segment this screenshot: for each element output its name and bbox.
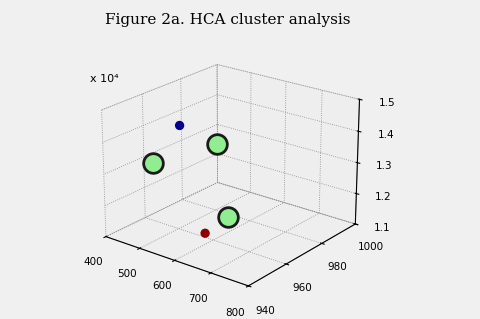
Title: Figure 2a. HCA cluster analysis: Figure 2a. HCA cluster analysis: [105, 12, 351, 26]
Text: x 10⁴: x 10⁴: [90, 74, 119, 84]
